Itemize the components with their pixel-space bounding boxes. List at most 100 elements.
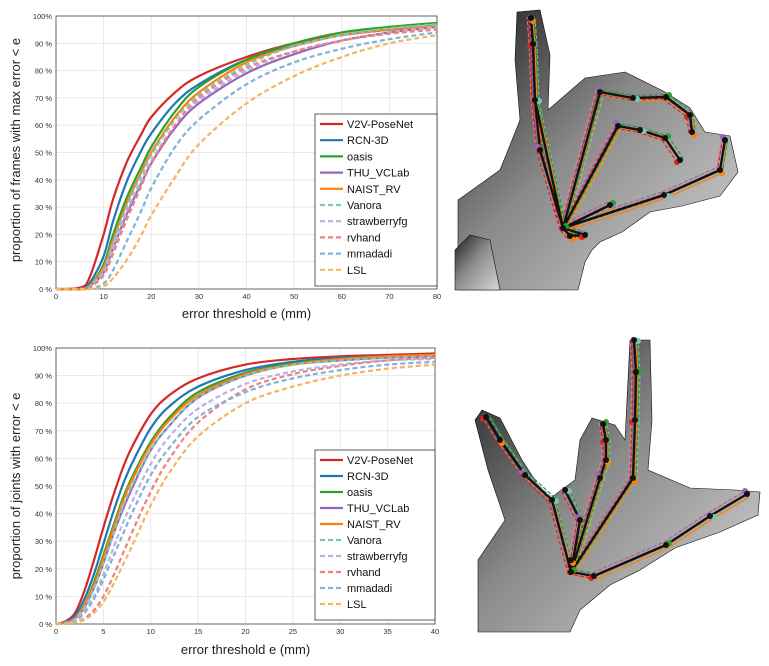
y-tick-label: 100% bbox=[33, 12, 53, 21]
x-tick-label: 35 bbox=[383, 627, 391, 636]
series-line-mmadadi bbox=[56, 31, 438, 291]
skeleton-bone bbox=[548, 501, 569, 575]
skeleton-bone bbox=[532, 96, 539, 148]
y-tick-label: 80 % bbox=[35, 399, 52, 408]
skeleton-bone bbox=[527, 472, 556, 499]
skeleton-bone bbox=[566, 92, 605, 230]
y-tick-label: 30 % bbox=[35, 537, 52, 546]
x-tick-label: 20 bbox=[147, 292, 155, 301]
skeleton-bone bbox=[573, 475, 637, 571]
legend-label: RCN-3D bbox=[347, 135, 389, 147]
skeleton-bone bbox=[562, 226, 586, 237]
joint-marker bbox=[528, 15, 534, 21]
x-tick-label: 10 bbox=[99, 292, 107, 301]
legend-label: NAIST_RV bbox=[347, 519, 401, 531]
skeleton-bone bbox=[569, 477, 602, 573]
skeleton-bone bbox=[481, 415, 497, 440]
skeleton-bone bbox=[574, 478, 605, 574]
skeleton-bone bbox=[521, 476, 550, 503]
hand-depth-image-bottom-icon bbox=[474, 336, 761, 633]
skeleton-bone bbox=[482, 418, 498, 443]
series-line-mmadadi bbox=[55, 360, 436, 626]
skeleton-bone bbox=[567, 479, 631, 575]
skeleton-bone bbox=[660, 136, 677, 160]
hand-depth-region bbox=[457, 9, 739, 291]
skeleton-bone bbox=[661, 139, 678, 163]
skeleton-bone bbox=[631, 419, 637, 479]
y-tick-label: 50 % bbox=[35, 149, 52, 158]
joint-marker bbox=[497, 437, 503, 443]
joint-marker bbox=[597, 475, 603, 481]
x-tick-label: 20 bbox=[241, 627, 249, 636]
joint-marker bbox=[582, 232, 588, 238]
legend-label: THU_VCLab bbox=[347, 168, 409, 180]
joint-marker bbox=[600, 421, 606, 427]
skeleton-bone bbox=[589, 543, 663, 576]
y-tick-label: 40 % bbox=[35, 510, 52, 519]
skeleton-bone bbox=[630, 416, 634, 476]
skeleton-bone bbox=[629, 421, 633, 481]
skeleton-bone bbox=[634, 99, 669, 102]
x-tick-label: 0 bbox=[54, 627, 58, 636]
skeleton-bone bbox=[593, 543, 667, 578]
skeleton-bone bbox=[597, 88, 632, 96]
skeleton-bone bbox=[631, 373, 634, 423]
joint-marker bbox=[677, 157, 683, 163]
joint-marker bbox=[562, 487, 568, 493]
skeleton-bone bbox=[632, 368, 635, 418]
skeleton-bone bbox=[663, 512, 709, 543]
legend-label: oasis bbox=[347, 487, 373, 499]
joint-marker bbox=[537, 147, 543, 153]
skeleton-bone bbox=[488, 414, 504, 439]
joint-marker bbox=[567, 233, 573, 239]
skeleton-bone bbox=[495, 438, 522, 475]
skeleton-bone bbox=[722, 137, 729, 169]
joint-marker bbox=[549, 497, 555, 503]
joint-marker bbox=[717, 167, 723, 173]
legend-label: oasis bbox=[347, 151, 373, 163]
y-tick-label: 20 % bbox=[35, 230, 52, 239]
skeleton-bone bbox=[489, 417, 505, 442]
skeleton-bone bbox=[629, 338, 633, 372]
joint-marker bbox=[663, 94, 669, 100]
x-tick-label: 80 bbox=[433, 292, 441, 301]
skeleton-bone bbox=[597, 545, 671, 578]
x-tick-label: 30 bbox=[195, 292, 203, 301]
skeleton-bone bbox=[565, 123, 622, 227]
y-axis-label: proportion of frames with max error < e bbox=[8, 38, 23, 262]
skeleton-bone bbox=[566, 126, 623, 230]
legend-label: V2V-PoseNet bbox=[347, 455, 413, 467]
skeleton-bone bbox=[599, 90, 634, 100]
joint-marker bbox=[530, 41, 536, 47]
series-line-strawberryfg bbox=[55, 25, 438, 291]
legend-label: Vanora bbox=[347, 200, 383, 212]
y-tick-label: 50 % bbox=[35, 482, 52, 491]
legend-label: strawberryfg bbox=[347, 551, 408, 563]
skeleton-bone bbox=[659, 168, 717, 195]
x-tick-label: 10 bbox=[147, 627, 155, 636]
chart-frames-max-error: 0 10 20 30 40 50 60 70 80 0 % 10 % 20 % 30 % 40 % 50 %… bbox=[8, 12, 441, 321]
skeleton-bone bbox=[630, 341, 634, 375]
x-tick-label: 40 bbox=[242, 292, 250, 301]
y-tick-label: 10 % bbox=[35, 592, 52, 601]
joint-marker bbox=[661, 192, 667, 198]
series-line-vanora bbox=[55, 23, 438, 291]
skeleton-bone bbox=[617, 124, 641, 132]
skeleton-bone bbox=[535, 41, 539, 99]
hand-depth-region bbox=[454, 234, 501, 291]
skeleton-bone bbox=[536, 151, 561, 231]
joint-marker bbox=[591, 573, 597, 579]
skeleton-bone bbox=[560, 122, 617, 226]
skeleton-bone bbox=[573, 475, 604, 571]
x-tick-label: 15 bbox=[194, 627, 202, 636]
skeleton-bone bbox=[632, 339, 638, 373]
joint-marker bbox=[631, 337, 637, 343]
joint-marker bbox=[568, 557, 574, 563]
skeleton-bone bbox=[531, 101, 538, 153]
legend-label: mmadadi bbox=[347, 249, 392, 261]
skeleton-bone bbox=[667, 518, 713, 549]
joint-marker bbox=[603, 457, 609, 463]
x-axis-label: error threshold e (mm) bbox=[182, 306, 311, 321]
skeleton-bone bbox=[484, 416, 502, 441]
